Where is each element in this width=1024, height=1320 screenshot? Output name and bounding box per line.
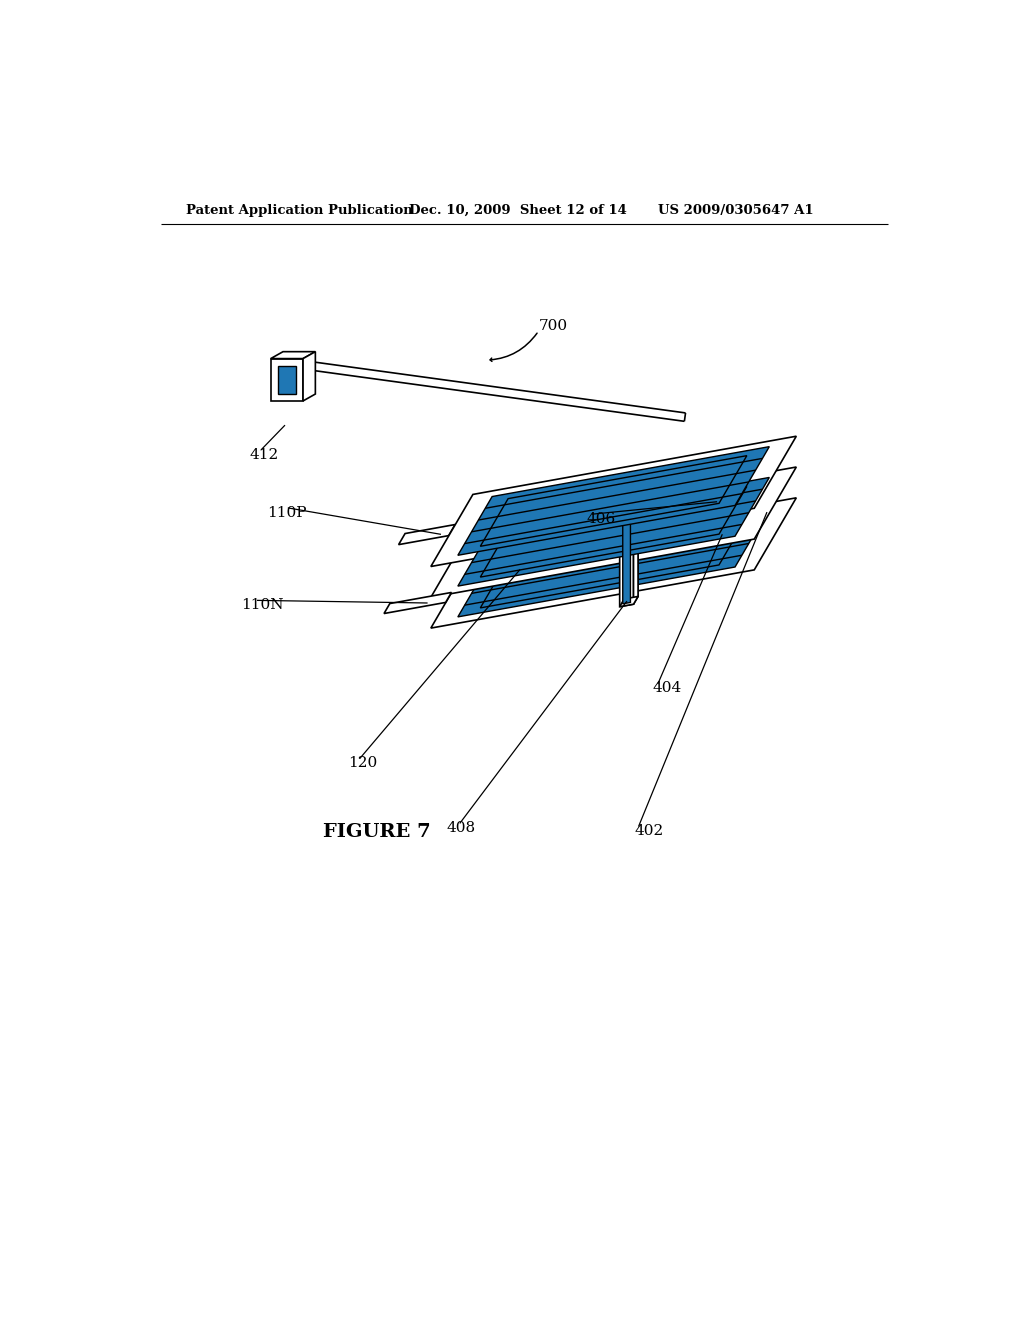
Polygon shape [480,517,746,609]
Polygon shape [431,498,797,628]
Polygon shape [620,488,638,498]
Polygon shape [458,508,769,616]
Polygon shape [625,488,638,599]
Text: 404: 404 [652,681,682,696]
Polygon shape [431,467,797,598]
Polygon shape [623,498,631,603]
Text: 700: 700 [539,319,567,333]
Polygon shape [458,446,769,556]
Polygon shape [620,597,638,607]
Polygon shape [384,593,452,614]
Text: 110N: 110N [241,598,284,612]
Text: 120: 120 [348,756,377,770]
Polygon shape [398,524,455,545]
Polygon shape [480,455,746,546]
Text: Dec. 10, 2009  Sheet 12 of 14: Dec. 10, 2009 Sheet 12 of 14 [410,205,627,218]
Text: 408: 408 [446,821,475,836]
Polygon shape [480,487,746,577]
Text: US 2009/0305647 A1: US 2009/0305647 A1 [658,205,814,218]
Text: 110P: 110P [267,506,307,520]
Text: Patent Application Publication: Patent Application Publication [186,205,413,218]
Polygon shape [458,478,769,586]
Polygon shape [278,366,296,395]
Polygon shape [303,351,315,401]
Polygon shape [431,436,797,566]
Text: FIGURE 7: FIGURE 7 [323,824,431,841]
Polygon shape [270,359,303,401]
Text: 412: 412 [250,447,280,462]
Text: 406: 406 [587,512,615,525]
Polygon shape [620,495,634,607]
Polygon shape [634,488,638,605]
Polygon shape [270,351,315,359]
Text: 402: 402 [635,824,665,838]
